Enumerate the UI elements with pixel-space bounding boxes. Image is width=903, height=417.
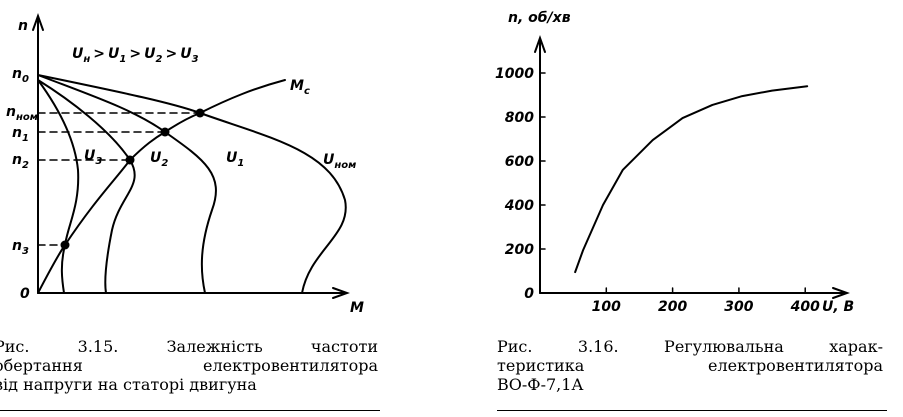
caption: Рис. 3.16. Регулювальна харак-теристика …	[497, 337, 883, 394]
label-main: M	[290, 78, 304, 94]
curve-label: Uном	[323, 152, 356, 171]
level-label: n1	[12, 125, 29, 144]
level-label: nном	[6, 104, 38, 123]
caption: Рис. 3.15. Залежність частоти обертання е…	[0, 337, 378, 394]
label-main: U	[150, 150, 162, 166]
arrow	[534, 35, 546, 53]
relation-sign: >	[129, 46, 141, 62]
label-main: n	[12, 125, 22, 141]
caption-line: теристика електровентилятора	[497, 356, 883, 375]
label-main: U	[226, 150, 238, 166]
curve-label: U3	[84, 148, 102, 167]
x-tick-label: 300	[724, 299, 753, 315]
label-sub: 3	[192, 54, 199, 65]
relation-sign: >	[165, 46, 177, 62]
curve	[37, 79, 80, 294]
arrow	[832, 287, 850, 299]
y-tick-label: 200	[505, 242, 534, 258]
label-main: n	[12, 238, 22, 254]
label-main: n	[12, 66, 22, 82]
level-label: n0	[12, 66, 29, 85]
rule	[0, 410, 380, 411]
label-sub: 2	[155, 54, 162, 65]
relation: Uн > U1 > U2 > U3	[72, 46, 199, 65]
caption-line: від напруги на статорі двигуна	[0, 375, 257, 394]
level-label: n2	[12, 152, 29, 171]
label-sub: 0	[22, 74, 29, 85]
label-sub: ном	[16, 112, 38, 123]
relation-sign: >	[93, 46, 105, 62]
label-main: n	[6, 104, 16, 120]
label-sub: 1	[22, 133, 29, 144]
y-tick-label: 600	[505, 154, 534, 170]
x-tick-label: 400	[790, 299, 820, 315]
axis-label: M	[350, 300, 364, 316]
point	[60, 240, 70, 250]
curve-label: Mc	[290, 78, 310, 97]
point	[195, 108, 205, 118]
caption-line: Рис. 3.15. Залежність частоти	[0, 337, 378, 356]
diagram	[32, 13, 350, 299]
label-main: U	[72, 46, 84, 62]
label-sub: 3	[22, 246, 29, 257]
label-sub: 3	[95, 156, 102, 167]
label-main: U	[84, 148, 96, 164]
axis-label: n	[18, 18, 28, 34]
label-main: n	[12, 152, 22, 168]
x-tick-label: 200	[658, 299, 687, 315]
label-main: U	[144, 46, 156, 62]
rule	[497, 410, 887, 411]
arrow	[32, 13, 44, 31]
label-sub: н	[83, 54, 90, 65]
line	[574, 85, 809, 274]
y-tick-label: 400	[504, 198, 534, 214]
curve-label: U2	[150, 150, 168, 169]
x-tick-label: 100	[592, 299, 621, 315]
caption-line: Рис. 3.16. Регулювальна харак-	[497, 337, 883, 356]
label-sub: ном	[334, 160, 356, 171]
level-label: n3	[12, 238, 29, 257]
curve	[37, 79, 286, 294]
caption-line: обертання електровентилятора	[0, 356, 378, 375]
label-sub: 1	[237, 158, 244, 169]
label-sub: 2	[161, 158, 168, 169]
point	[160, 127, 170, 137]
label-sub: c	[304, 86, 310, 97]
curve	[37, 74, 217, 294]
arrow	[332, 287, 350, 299]
curve	[37, 74, 347, 294]
y-tick-label: 1000	[495, 66, 534, 82]
label-sub: 1	[119, 54, 126, 65]
y-tick-label: 800	[505, 110, 534, 126]
label-main: U	[108, 46, 120, 62]
y-tick-label: 0	[524, 286, 534, 302]
origin-label: 0	[20, 286, 30, 302]
chart: 0 200 400 600 800 1000 100 200 300 400 n, об/хв U, …	[495, 10, 854, 315]
axis-label: U, В	[822, 299, 854, 315]
label-main: U	[323, 152, 335, 168]
curve-label: U1	[226, 150, 244, 169]
axis-label: n, об/хв	[508, 10, 571, 26]
caption-line: ВО-Ф-7,1А	[497, 375, 584, 394]
curve	[37, 79, 136, 294]
label-sub: 2	[22, 160, 29, 171]
point	[125, 155, 135, 165]
label-main: U	[180, 46, 192, 62]
